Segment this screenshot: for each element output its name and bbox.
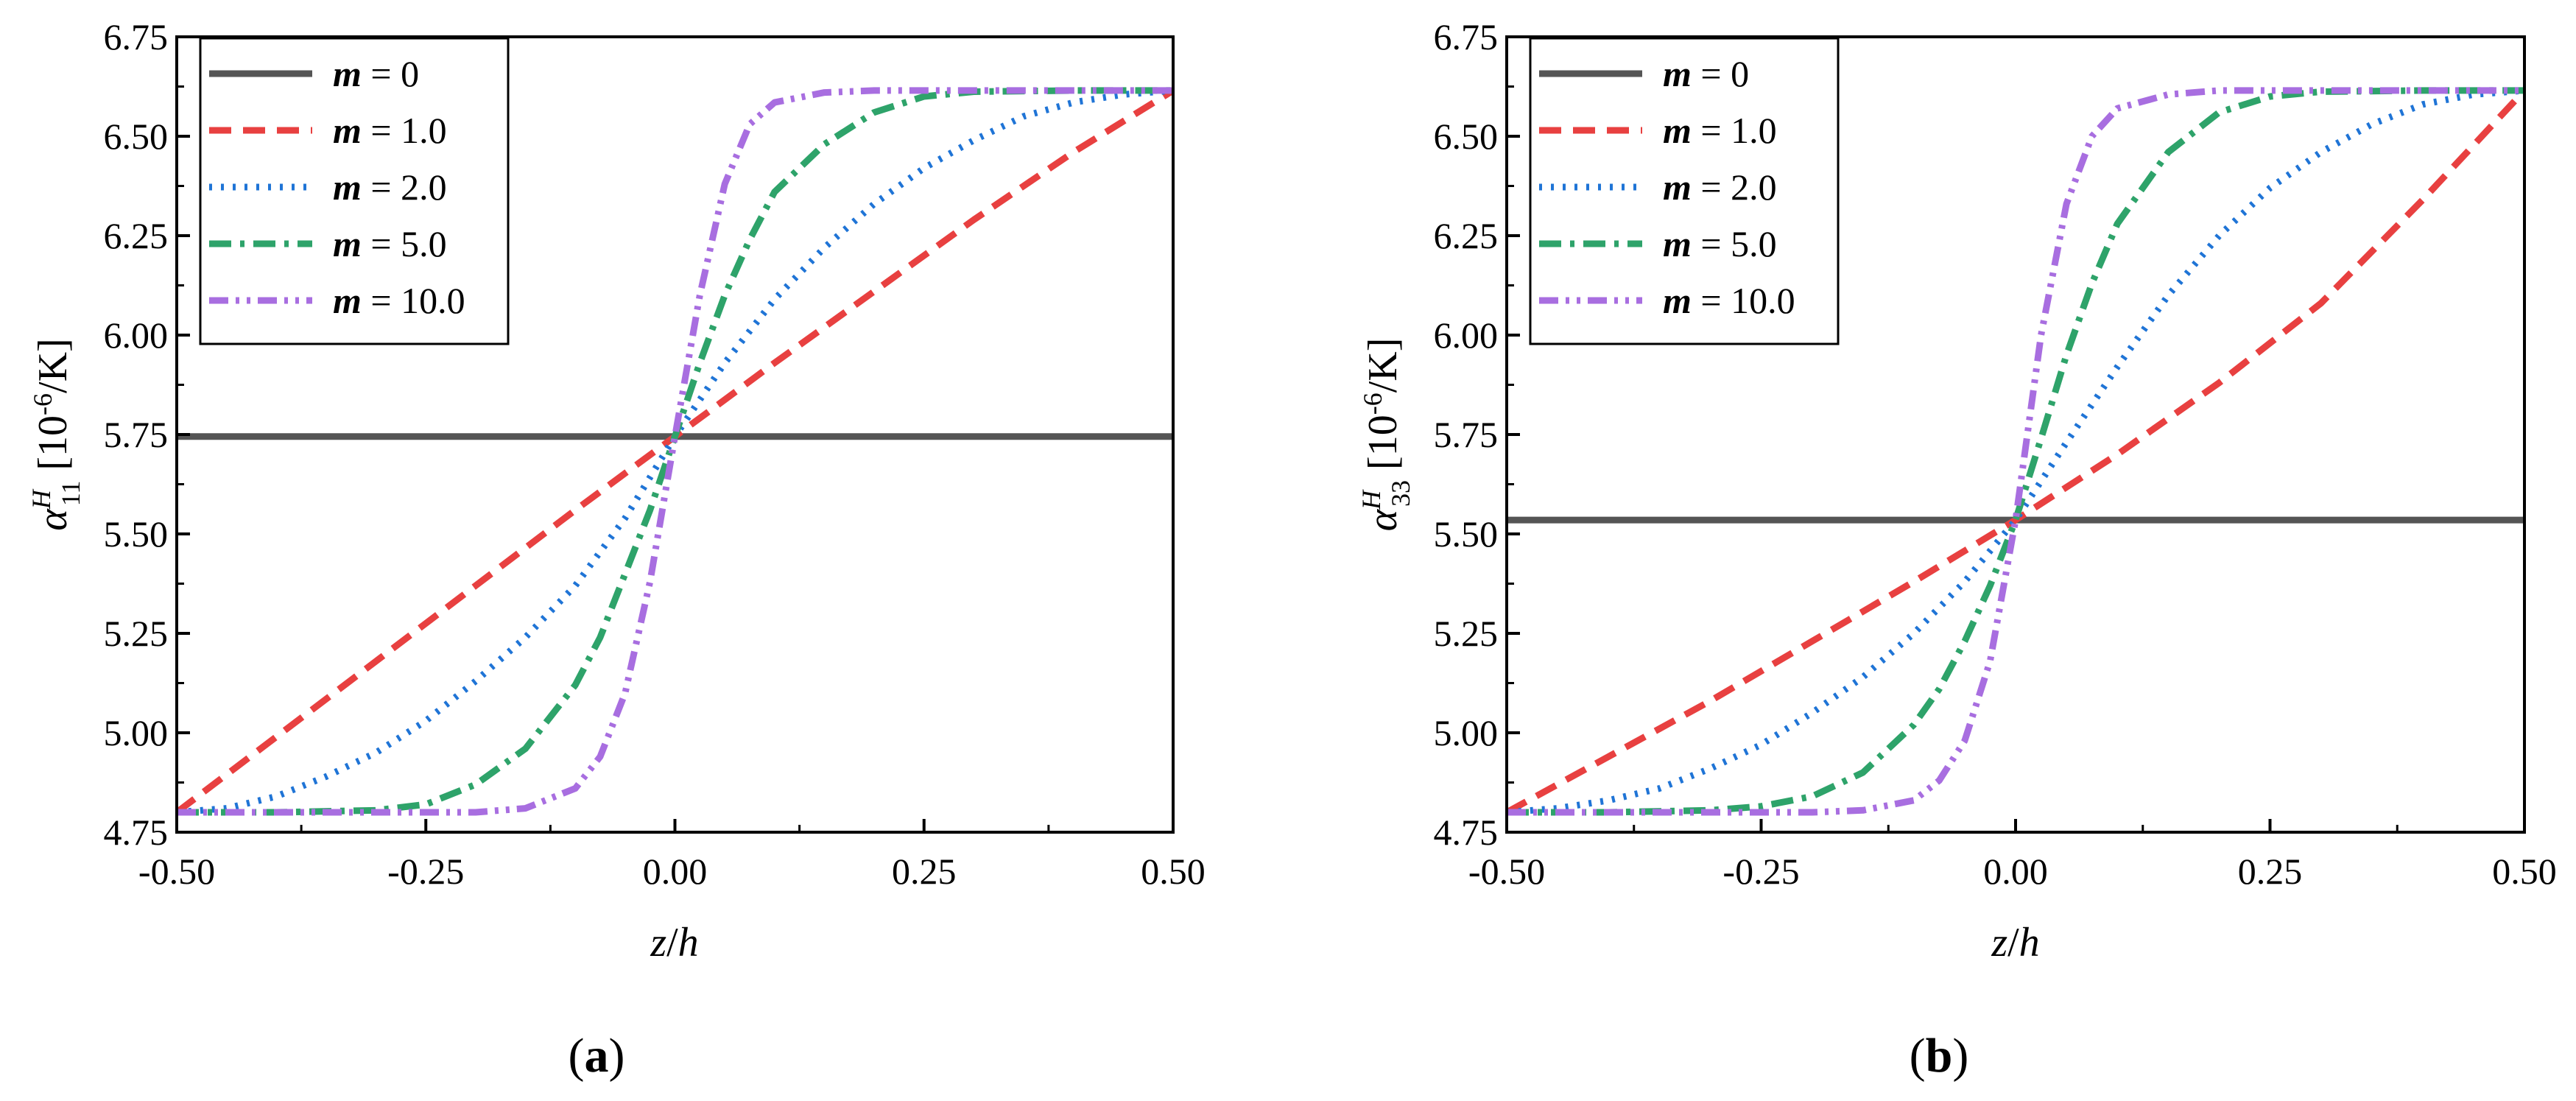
y-axis-title-unit-exp: -6: [1358, 393, 1387, 415]
legend-label: m = 10.0: [1663, 280, 1795, 321]
y-axis-title-unit-close: /K]: [1360, 338, 1406, 393]
x-tick-label: 0.00: [1983, 851, 2048, 892]
x-tick-label: -0.50: [138, 851, 215, 892]
y-axis-title-unit: [10: [1360, 415, 1406, 480]
legend-box: [199, 37, 510, 345]
y-tick-label: 6.75: [104, 16, 169, 57]
legend-label-m: m: [333, 110, 362, 151]
legend-label-m: m: [333, 223, 362, 264]
legend-label: m = 5.0: [333, 223, 447, 264]
y-tick-label: 6.50: [1434, 116, 1499, 157]
y-axis-title-symbol: α: [30, 508, 76, 531]
panel-label-letter: b: [1926, 1029, 1953, 1083]
y-axis-title-unit: [10: [30, 415, 76, 481]
x-tick-label: 0.25: [892, 851, 957, 892]
y-axis-title-sub: 33: [1386, 480, 1415, 507]
legend-label-value: = 5.0: [362, 223, 447, 264]
legend: m = 0m = 1.0m = 2.0m = 5.0m = 10.0: [199, 37, 510, 345]
x-tick-label: -0.25: [387, 851, 464, 892]
legend-label: m = 2.0: [333, 166, 447, 208]
series-line-m-5: [177, 87, 1173, 816]
legend-label-value: = 10.0: [1692, 280, 1795, 321]
x-axis-title-h: h: [678, 920, 699, 965]
x-axis-title-slash: /: [666, 920, 678, 965]
legend-label-m: m: [1663, 53, 1692, 94]
panel-b: -0.50 -0.25 0.00 0.25 0.50 4.75 5.00 5.25 5.50 5.…: [1356, 16, 2557, 1083]
legend-label-m: m: [333, 280, 362, 321]
x-axis-title-h: h: [2019, 920, 2040, 965]
legend-label: m = 1.0: [333, 110, 447, 151]
y-axis-title-unit-close: /K]: [30, 338, 76, 393]
y-tick-label: 4.75: [1434, 812, 1499, 853]
x-tick-label: 0.50: [2492, 851, 2557, 892]
legend-label-value: = 0: [1692, 53, 1749, 94]
y-axis-title-sup: H: [1356, 489, 1386, 510]
y-tick-label: 5.00: [104, 712, 169, 753]
y-tick-label: 6.00: [104, 314, 169, 356]
legend-label: m = 2.0: [1663, 166, 1777, 208]
x-tick-label: -0.50: [1468, 851, 1545, 892]
y-tick-label: 6.50: [104, 116, 169, 157]
legend-label-m: m: [333, 53, 362, 94]
y-axis-title-unit-exp: -6: [28, 393, 57, 415]
series-line-m-10: [177, 87, 1173, 816]
x-axis-title-slash: /: [2007, 920, 2019, 965]
panel-label: (a): [569, 1029, 625, 1083]
y-tick-label: 5.00: [1434, 712, 1499, 753]
y-tick-label: 6.75: [1434, 16, 1499, 57]
y-tick-label: 5.50: [1434, 513, 1499, 555]
y-tick-label: 5.25: [104, 613, 169, 654]
x-tick-label: -0.25: [1722, 851, 1799, 892]
y-tick-label: 5.25: [1434, 613, 1499, 654]
y-axis-title: αH11 [10-6/K]: [27, 338, 85, 530]
y-tick-label: 6.00: [1434, 314, 1499, 356]
y-tick-label: 5.75: [104, 414, 169, 455]
series-line-m-1: [1507, 88, 2524, 815]
x-axis-title: z/h: [650, 920, 698, 965]
y-tick-label: 6.25: [104, 215, 169, 256]
legend-label-value: = 2.0: [362, 166, 447, 208]
legend-label-value: = 5.0: [1692, 223, 1777, 264]
legend-label-value: = 2.0: [1692, 166, 1777, 208]
series-group: [177, 87, 1173, 816]
x-tick-label: 0.00: [643, 851, 708, 892]
legend-label-value: = 1.0: [362, 110, 447, 151]
legend-label: m = 0: [1663, 53, 1749, 94]
legend-label: m = 5.0: [1663, 223, 1777, 264]
legend-label-m: m: [1663, 166, 1692, 208]
legend-label: m = 1.0: [1663, 110, 1777, 151]
legend-label-m: m: [1663, 110, 1692, 151]
y-tick-label: 4.75: [104, 812, 169, 853]
x-tick-label: 0.50: [1141, 851, 1206, 892]
y-tick-label: 5.50: [104, 513, 169, 555]
legend-label: m = 0: [333, 53, 419, 94]
y-axis-title-symbol: α: [1360, 508, 1406, 531]
y-axis-title-sup: H: [27, 488, 56, 510]
legend: m = 0m = 1.0m = 2.0m = 5.0m = 10.0: [1529, 37, 1840, 345]
legend-label-value: = 10.0: [362, 280, 465, 321]
y-axis-title-sub: 11: [56, 481, 85, 507]
legend-label-value: = 1.0: [1692, 110, 1777, 151]
panel-label: (b): [1910, 1029, 1969, 1083]
panel-label-letter: a: [585, 1029, 609, 1083]
series-group: [1507, 87, 2524, 816]
legend-label-value: = 0: [362, 53, 419, 94]
legend-label-m: m: [1663, 223, 1692, 264]
x-axis-title-z: z: [650, 920, 666, 965]
x-axis-title: z/h: [1991, 920, 2039, 965]
x-axis-title-z: z: [1991, 920, 2007, 965]
y-tick-label: 5.75: [1434, 414, 1499, 455]
legend-box: [1529, 37, 1840, 345]
x-tick-label: 0.25: [2238, 851, 2303, 892]
y-axis-title: αH33 [10-6/K]: [1356, 338, 1415, 532]
legend-label-m: m: [333, 166, 362, 208]
y-tick-label: 6.25: [1434, 215, 1499, 256]
series-line-m-5: [1507, 87, 2524, 816]
panel-a: -0.50 -0.25 0.00 0.25 0.50 4.75 5.00 5.25 5.50 5.…: [27, 16, 1206, 1083]
legend-label: m = 10.0: [333, 280, 465, 321]
legend-label-m: m: [1663, 280, 1692, 321]
